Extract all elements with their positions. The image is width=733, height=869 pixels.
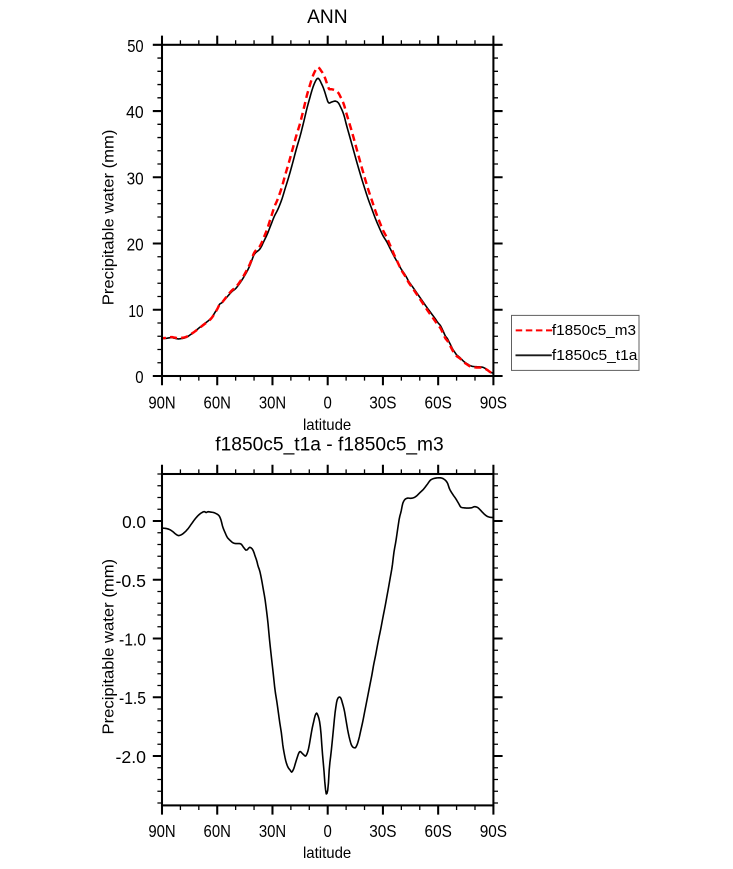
svg-text:30S: 30S	[369, 821, 396, 841]
svg-text:90S: 90S	[480, 821, 507, 841]
svg-text:30N: 30N	[259, 393, 286, 413]
svg-text:0: 0	[324, 821, 332, 841]
svg-text:Precipitable water (mm): Precipitable water (mm)	[101, 130, 118, 306]
svg-text:60N: 60N	[204, 821, 231, 841]
svg-text:40: 40	[126, 102, 144, 122]
svg-text:-0.5: -0.5	[116, 571, 147, 591]
svg-text:latitude: latitude	[303, 845, 351, 862]
svg-text:0: 0	[135, 367, 143, 387]
svg-text:90S: 90S	[480, 393, 507, 413]
svg-text:20: 20	[127, 235, 144, 255]
svg-text:Precipitable water (mm): Precipitable water (mm)	[101, 559, 118, 735]
svg-text:60S: 60S	[425, 393, 452, 413]
svg-text:0: 0	[324, 393, 332, 413]
svg-text:latitude: latitude	[303, 417, 351, 434]
svg-text:50: 50	[127, 36, 143, 56]
svg-text:-2.0: -2.0	[116, 747, 147, 767]
svg-text:f1850c5_t1a: f1850c5_t1a	[552, 348, 638, 364]
svg-text:90N: 90N	[148, 393, 175, 413]
svg-text:60N: 60N	[204, 393, 231, 413]
svg-text:f1850c5_m3: f1850c5_m3	[552, 323, 636, 339]
svg-text:f1850c5_t1a - f1850c5_m3: f1850c5_t1a - f1850c5_m3	[215, 434, 444, 456]
svg-text:90N: 90N	[148, 821, 175, 841]
svg-text:ANN: ANN	[307, 6, 348, 28]
svg-text:30N: 30N	[259, 821, 286, 841]
svg-text:10: 10	[128, 301, 143, 321]
svg-text:-1.5: -1.5	[119, 688, 146, 708]
svg-text:-1.0: -1.0	[119, 630, 146, 650]
svg-text:30: 30	[127, 168, 144, 188]
svg-text:60S: 60S	[425, 821, 452, 841]
svg-text:30S: 30S	[369, 393, 396, 413]
svg-text:0.0: 0.0	[122, 512, 146, 532]
